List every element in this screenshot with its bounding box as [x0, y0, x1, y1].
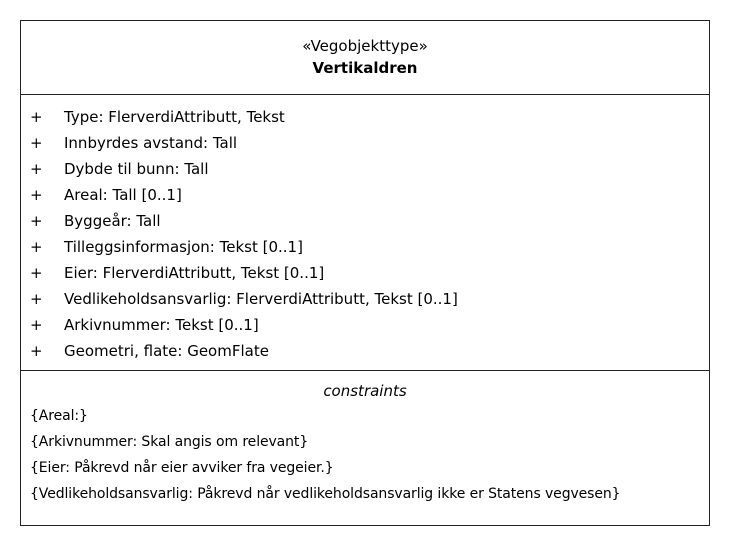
attribute-visibility: +: [30, 264, 43, 282]
constraint-row: {Areal:}: [30, 408, 88, 424]
attribute-visibility: +: [30, 134, 43, 152]
constraint-row: {Arkivnummer: Skal angis om relevant}: [30, 434, 309, 450]
attribute-visibility: +: [30, 238, 43, 256]
attribute-row: + Tilleggsinformasjon: Tekst [0..1]: [21, 234, 709, 260]
attribute-text: Arkivnummer: Tekst [0..1]: [64, 316, 259, 334]
attribute-text: Areal: Tall [0..1]: [64, 186, 182, 204]
uml-class-box: «Vegobjekttype» Vertikaldren + Type: Fle…: [20, 20, 710, 526]
attribute-row: + Type: FlerverdiAttributt, Tekst: [21, 104, 709, 130]
attribute-visibility: +: [30, 108, 43, 126]
attribute-visibility: +: [30, 160, 43, 178]
attribute-visibility: +: [30, 186, 43, 204]
attribute-row: + Dybde til bunn: Tall: [21, 156, 709, 182]
attribute-visibility: +: [30, 316, 43, 334]
attribute-visibility: +: [30, 212, 43, 230]
attribute-text: Vedlikeholdsansvarlig: FlerverdiAttribut…: [64, 290, 458, 308]
constraints-title: constraints: [323, 382, 407, 400]
attribute-text: Tilleggsinformasjon: Tekst [0..1]: [64, 238, 303, 256]
attribute-row: + Areal: Tall [0..1]: [21, 182, 709, 208]
attribute-row: + Eier: FlerverdiAttributt, Tekst [0..1]: [21, 260, 709, 286]
attribute-text: Eier: FlerverdiAttributt, Tekst [0..1]: [64, 264, 325, 282]
constraint-row: {Eier: Påkrevd når eier avviker fra vege…: [30, 460, 334, 476]
class-header: «Vegobjekttype» Vertikaldren: [21, 21, 709, 95]
constraint-row: {Vedlikeholdsansvarlig: Påkrevd når vedl…: [30, 486, 621, 502]
attribute-text: Innbyrdes avstand: Tall: [64, 134, 238, 152]
attribute-row: + Geometri, flate: GeomFlate: [21, 338, 709, 364]
attributes-compartment: + Type: FlerverdiAttributt, Tekst + Innb…: [21, 95, 709, 371]
attribute-text: Type: FlerverdiAttributt, Tekst: [64, 108, 285, 126]
attribute-row: + Vedlikeholdsansvarlig: FlerverdiAttrib…: [21, 286, 709, 312]
constraints-compartment: constraints {Areal:} {Arkivnummer: Skal …: [21, 371, 709, 507]
attribute-text: Byggeår: Tall: [64, 212, 161, 230]
attribute-visibility: +: [30, 290, 43, 308]
attribute-row: + Byggeår: Tall: [21, 208, 709, 234]
attribute-visibility: +: [30, 342, 43, 360]
attribute-text: Geometri, flate: GeomFlate: [64, 342, 269, 360]
class-name: Vertikaldren: [312, 59, 418, 77]
attribute-row: + Innbyrdes avstand: Tall: [21, 130, 709, 156]
attribute-row: + Arkivnummer: Tekst [0..1]: [21, 312, 709, 338]
class-stereotype: «Vegobjekttype»: [302, 37, 428, 55]
attribute-text: Dybde til bunn: Tall: [64, 160, 209, 178]
